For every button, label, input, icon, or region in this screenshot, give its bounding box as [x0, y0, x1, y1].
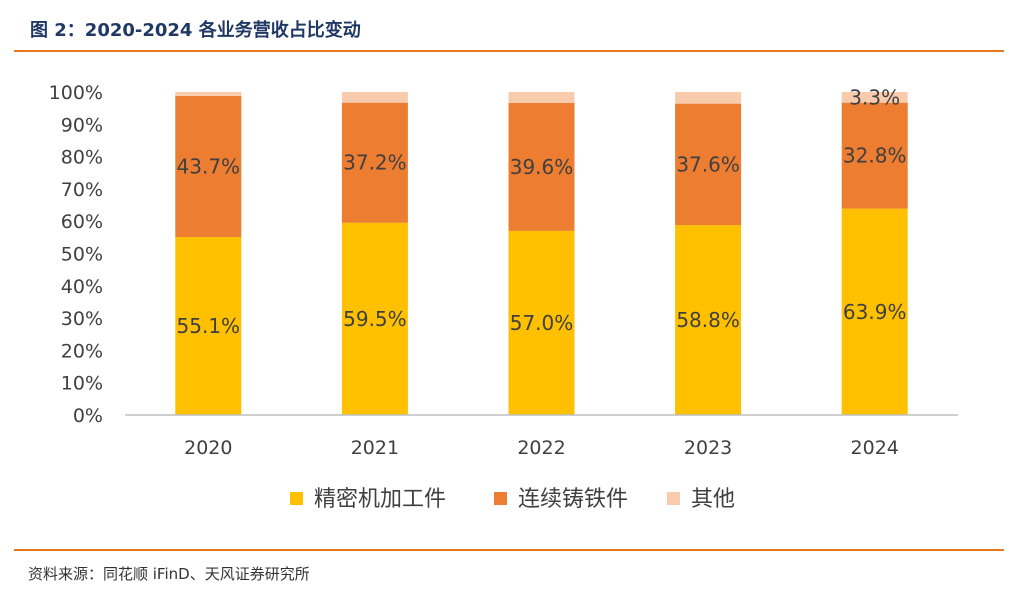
bar-segment [675, 92, 742, 104]
y-tick-label: 90% [61, 114, 103, 136]
data-label: 37.2% [343, 151, 407, 175]
legend-swatch [290, 492, 303, 505]
x-axis: 2020 2021 2022 2023 2024 [184, 437, 899, 459]
y-tick-label: 0% [73, 405, 103, 427]
x-tick-label: 2023 [684, 437, 732, 459]
y-tick-label: 40% [61, 276, 103, 298]
y-tick-label: 80% [61, 147, 103, 169]
bar-segment [675, 103, 742, 226]
bar-segment [675, 225, 742, 415]
data-label: 63.9% [843, 300, 907, 324]
data-label: 55.1% [177, 314, 241, 338]
bar-segment [508, 102, 575, 231]
footer-divider [14, 549, 1004, 551]
legend: 精密机加工件 连续铸铁件 其他 [290, 487, 735, 512]
legend-label: 精密机加工件 [314, 487, 446, 512]
bar-segment [341, 92, 408, 103]
bar-segment [841, 208, 908, 415]
bar-segment [175, 92, 242, 96]
legend-swatch [667, 492, 680, 505]
title-divider [14, 50, 1004, 52]
y-tick-label: 70% [61, 179, 103, 201]
legend-label: 其他 [691, 487, 735, 512]
data-label: 59.5% [343, 307, 407, 331]
bars-layer: 55.1% 43.7% 59.5% 37.2% 57.0% 39.6% 58.8% 37.6%… [175, 85, 908, 415]
x-tick-label: 2021 [351, 437, 399, 459]
y-tick-label: 60% [61, 211, 103, 233]
source-note: 资料来源：同花顺 iFinD、天风证券研究所 [28, 565, 310, 583]
x-tick-label: 2024 [851, 437, 899, 459]
x-tick-label: 2020 [184, 437, 232, 459]
data-label: 43.7% [177, 154, 241, 178]
bar-segment [341, 222, 408, 415]
bar-segment [841, 102, 908, 209]
data-label: 57.0% [510, 311, 574, 335]
y-tick-label: 10% [61, 373, 103, 395]
legend-swatch [494, 492, 507, 505]
data-label: 32.8% [843, 144, 907, 168]
data-label: 37.6% [676, 152, 740, 176]
data-label: 58.8% [676, 308, 740, 332]
y-tick-label: 100% [49, 82, 103, 104]
x-tick-label: 2022 [517, 437, 565, 459]
y-axis: 0% 10% 20% 30% 40% 50% 60% 70% 80% 90% 100% [49, 82, 103, 427]
legend-label: 连续铸铁件 [518, 487, 628, 512]
bar-segment [508, 230, 575, 415]
bar-segment [508, 92, 575, 103]
data-label: 39.6% [510, 155, 574, 179]
bar-segment [341, 102, 408, 223]
bar-segment [841, 92, 908, 103]
y-tick-label: 30% [61, 308, 103, 330]
y-tick-label: 50% [61, 244, 103, 266]
bar-segment [175, 95, 242, 238]
data-label: 3.3% [849, 85, 900, 109]
y-tick-label: 20% [61, 340, 103, 362]
bar-segment [175, 237, 242, 415]
figure-title: 图 2：2020-2024 各业务营收占比变动 [30, 20, 361, 41]
